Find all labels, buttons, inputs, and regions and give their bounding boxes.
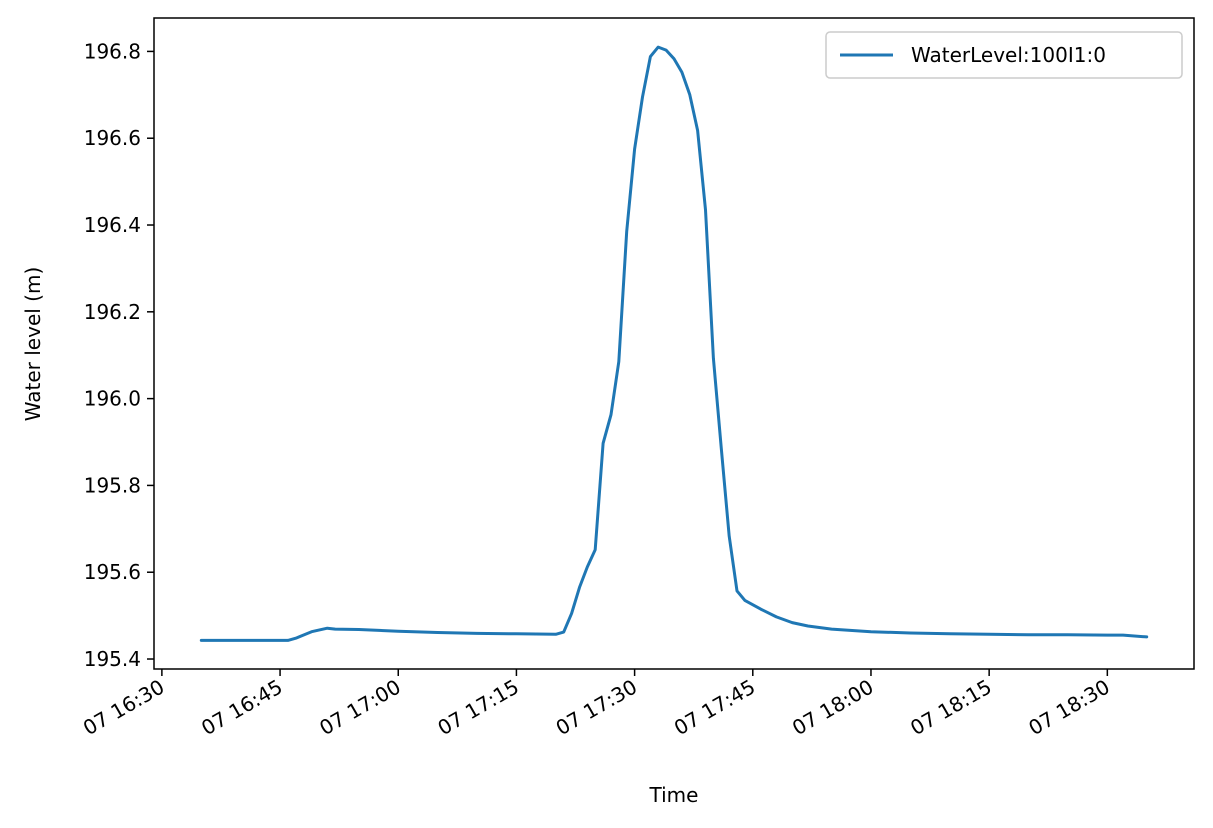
y-tick-label: 195.8: [84, 473, 141, 497]
y-tick-label: 196.0: [84, 387, 141, 411]
series-line-waterlevel: [199, 45, 1149, 642]
y-tick-label: 196.6: [84, 126, 141, 150]
y-axis-label: Water level (m): [21, 267, 45, 421]
y-tick-label: 196.8: [84, 39, 141, 63]
y-tick-label: 196.4: [84, 213, 141, 237]
y-tick-label: 195.4: [84, 647, 141, 671]
plot-area-frame: [153, 17, 1195, 670]
x-axis-label: Time: [649, 783, 699, 807]
y-tick-label: 196.2: [84, 300, 141, 324]
y-tick-label: 195.6: [84, 560, 141, 584]
legend: WaterLevel:100I1:0: [825, 31, 1183, 79]
legend-box: [825, 31, 1183, 79]
y-axis-ticks: 195.4 195.6 195.8 196.0 196.2 196.4 196.6 196.8: [84, 39, 154, 671]
legend-entry-label: WaterLevel:100I1:0: [911, 43, 1106, 67]
